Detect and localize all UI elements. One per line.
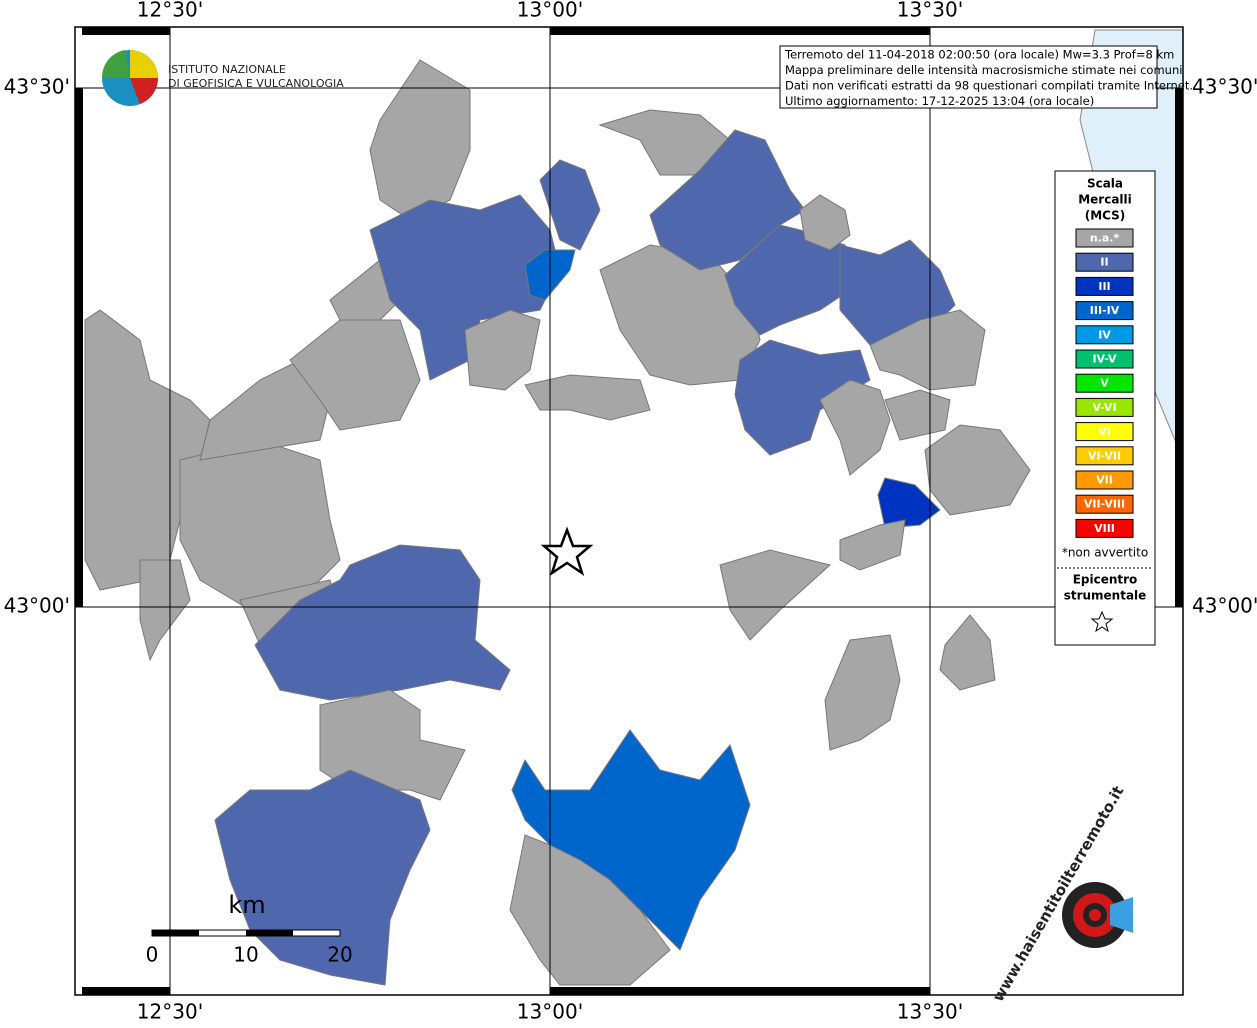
- legend-swatch: [1075, 325, 1134, 345]
- municipality: [839, 519, 906, 571]
- lon-label: 13°00': [517, 1000, 583, 1024]
- municipality: [369, 194, 561, 381]
- scale-bar: km 0 10 20: [146, 891, 353, 967]
- legend-swatch: [1075, 252, 1134, 272]
- scale-tick: 10: [233, 943, 258, 967]
- municipality: [924, 424, 1031, 516]
- logo-text: ISTITUTO NAZIONALE: [168, 63, 286, 76]
- municipality: [869, 309, 986, 391]
- legend-label: VIII: [1094, 522, 1115, 535]
- legend-title: Mercalli: [1078, 193, 1132, 207]
- lat-label: 43°30': [4, 75, 70, 99]
- watermark: www.haisentitoilterremoto.it: [989, 783, 1133, 1005]
- legend-label: V: [1100, 377, 1109, 390]
- legend-swatch: [1075, 494, 1134, 514]
- municipality: [724, 224, 851, 336]
- legend-label: III: [1098, 280, 1110, 293]
- scale-tick: 0: [146, 943, 159, 967]
- legend-swatch: [1075, 349, 1134, 369]
- legend-label: n.a.*: [1090, 232, 1120, 245]
- legend-swatch: [1075, 397, 1134, 417]
- municipality: [799, 194, 851, 251]
- legend-label: VI: [1098, 425, 1111, 438]
- legend-epicenter: strumentale: [1064, 589, 1147, 603]
- legend-swatch: [1075, 422, 1134, 442]
- municipality: [539, 159, 601, 251]
- municipality: [254, 544, 511, 701]
- legend-label: VII-VIII: [1084, 498, 1125, 511]
- lat-label: 43°30': [1192, 75, 1257, 99]
- municipality: [179, 439, 341, 611]
- lon-label: 13°00': [517, 0, 583, 22]
- lon-label: 12°30': [137, 1000, 203, 1024]
- legend-label: V-VI: [1092, 401, 1116, 414]
- lon-label: 12°30': [137, 0, 203, 22]
- municipality: [524, 374, 651, 421]
- lat-label: 43°00': [1192, 594, 1257, 618]
- legend-swatch: [1075, 470, 1134, 490]
- lon-label: 13°30': [897, 0, 963, 22]
- municipality: [199, 359, 331, 461]
- legend-swatch: [1075, 518, 1134, 538]
- frame: [74, 26, 1184, 996]
- legend-swatch: [1075, 276, 1134, 296]
- legend-title: Scala: [1087, 177, 1123, 191]
- municipality: [139, 559, 191, 662]
- info-line: Terremoto del 11-04-2018 02:00:50 (ora l…: [784, 48, 1174, 62]
- epicenter: [540, 526, 594, 577]
- legend-swatch: [1075, 228, 1134, 248]
- legend-label: VI-VII: [1088, 449, 1121, 462]
- municipality: [369, 59, 471, 221]
- legend-swatch: [1075, 373, 1134, 393]
- legend-swatch: [1075, 446, 1134, 466]
- municipality: [719, 549, 832, 641]
- municipality: [734, 339, 871, 456]
- legend-title: (MCS): [1085, 209, 1126, 223]
- info-line: Mappa preliminare delle intensità macros…: [785, 63, 1182, 77]
- legend-label: II: [1100, 256, 1108, 269]
- lat-label: 43°00': [4, 594, 70, 618]
- legend-swatch: [1075, 301, 1134, 321]
- municipality: [819, 379, 891, 476]
- municipality: [824, 634, 901, 751]
- scale-unit: km: [228, 891, 265, 919]
- info-line: Ultimo aggiornamento: 17-12-2025 13:04 (…: [785, 94, 1094, 108]
- legend-note: *non avvertito: [1062, 546, 1148, 560]
- legend-label: VII: [1096, 474, 1113, 487]
- legend-epicenter: Epicentro: [1073, 573, 1138, 587]
- legend-label: IV-V: [1092, 353, 1117, 366]
- info-line: Dati non verificati estratti da 98 quest…: [785, 79, 1193, 93]
- lon-label: 13°30': [897, 1000, 963, 1024]
- info-box: [779, 45, 1158, 109]
- legend-label: IV: [1098, 328, 1111, 341]
- scale-tick: 20: [327, 943, 352, 967]
- legend-label: III-IV: [1090, 304, 1120, 317]
- municipality: [939, 614, 996, 691]
- municipality: [464, 309, 541, 391]
- legend-star: [1090, 610, 1114, 633]
- logo-text: DI GEOFISICA E VULCANOLOGIA: [168, 77, 344, 90]
- municipalities: [84, 59, 1031, 986]
- ingv-logo: ISTITUTO NAZIONALE DI GEOFISICA E VULCAN…: [101, 50, 344, 106]
- municipality: [884, 389, 951, 441]
